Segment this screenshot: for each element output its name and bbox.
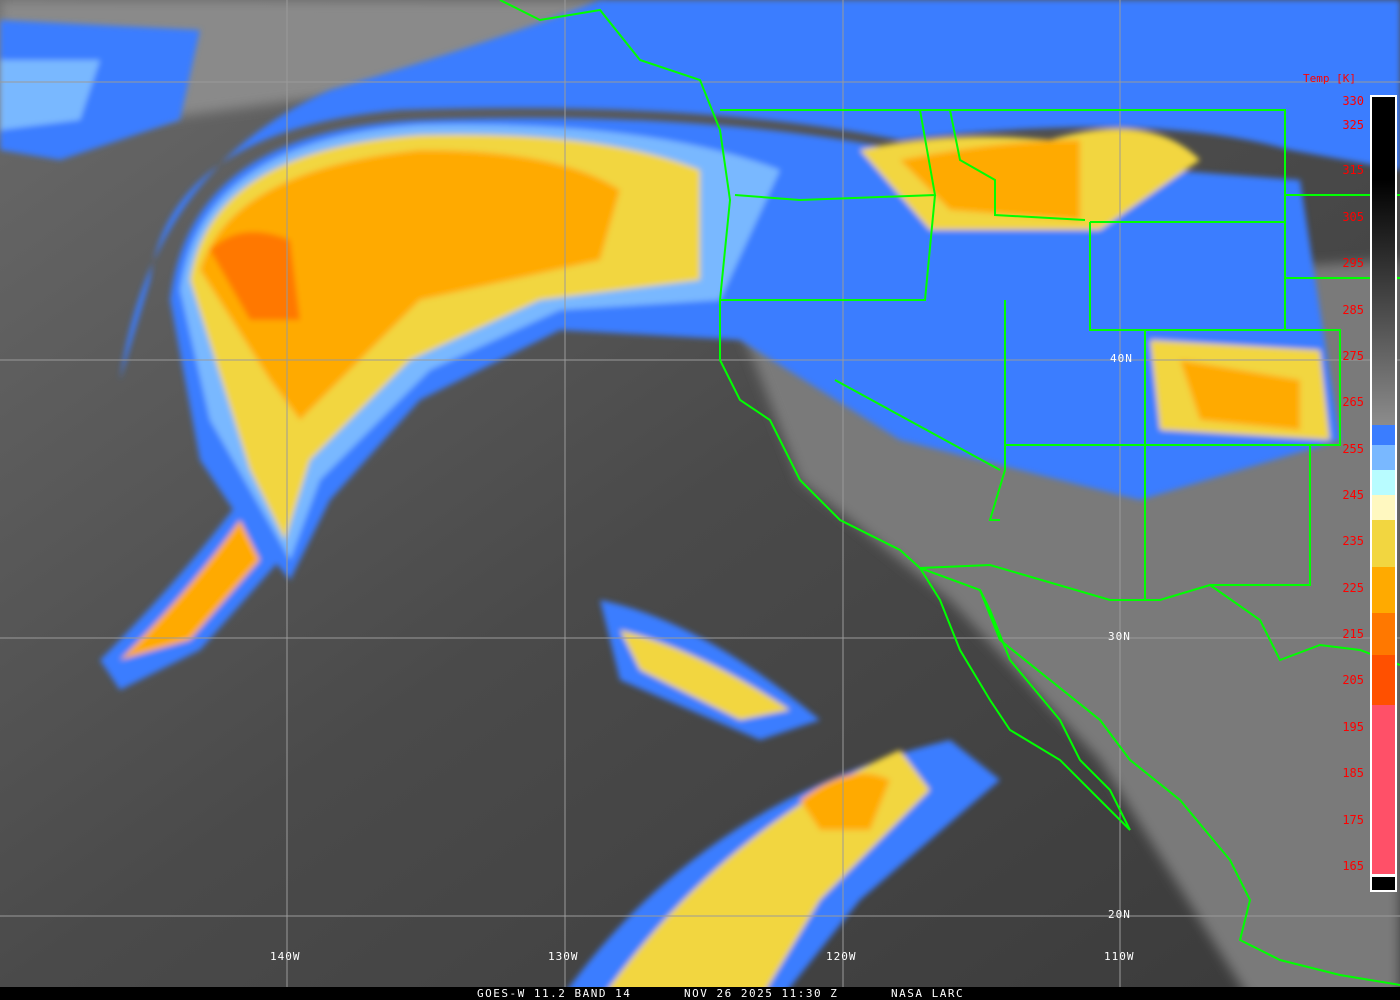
lat-label-40n: 40N (1110, 352, 1133, 365)
temperature-colorbar (1370, 95, 1397, 892)
lon-label-130w: 130W (548, 950, 579, 963)
caption-credit: NASA LARC (891, 987, 965, 1000)
coastlines-and-borders (499, 0, 1400, 986)
legend-tick-label: 195 (1342, 720, 1364, 734)
legend-title: Temp [K] (1303, 72, 1356, 85)
legend-tick-label: 285 (1342, 303, 1364, 317)
lat-label-30n: 30N (1108, 630, 1131, 643)
legend-tick-label: 330 (1342, 94, 1364, 108)
legend-tick-label: 245 (1342, 488, 1364, 502)
lon-label-110w: 110W (1104, 950, 1135, 963)
lon-label-140w: 140W (270, 950, 301, 963)
legend-tick-label: 175 (1342, 813, 1364, 827)
lat-label-20n: 20N (1108, 908, 1131, 921)
legend-tick-label: 205 (1342, 673, 1364, 687)
legend-tick-label: 265 (1342, 395, 1364, 409)
legend-tick-label: 165 (1342, 859, 1364, 873)
caption-bar: GOES-W 11.2 BAND 14 NOV 26 2025 11:30 Z … (0, 987, 1400, 1000)
legend-tick-label: 325 (1342, 118, 1364, 132)
caption-satellite: GOES-W 11.2 BAND 14 (477, 987, 632, 1000)
legend-tick-label: 255 (1342, 442, 1364, 456)
legend-tick-label: 225 (1342, 581, 1364, 595)
caption-datetime: NOV 26 2025 11:30 Z (684, 987, 839, 1000)
legend-tick-label: 215 (1342, 627, 1364, 641)
legend-tick-label: 275 (1342, 349, 1364, 363)
lon-label-120w: 120W (826, 950, 857, 963)
legend-tick-label: 295 (1342, 256, 1364, 270)
legend-tick-label: 305 (1342, 210, 1364, 224)
legend-tick-label: 185 (1342, 766, 1364, 780)
legend-tick-label: 315 (1342, 163, 1364, 177)
legend-tick-label: 235 (1342, 534, 1364, 548)
